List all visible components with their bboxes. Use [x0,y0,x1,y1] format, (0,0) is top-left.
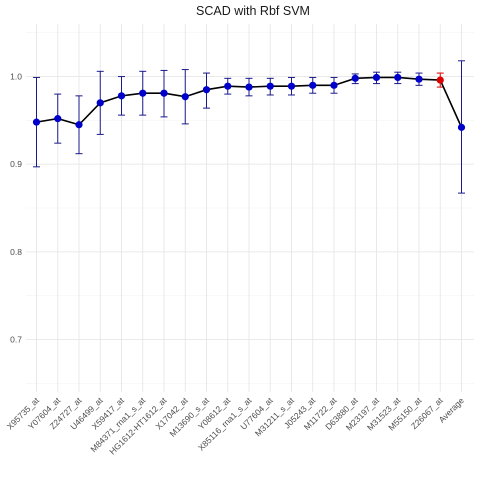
data-point [224,82,232,90]
data-point [372,73,381,82]
data-point [415,75,423,83]
data-point [96,99,104,107]
data-point [287,82,296,90]
y-tick-label: 0.9 [10,159,22,169]
data-point [330,81,338,89]
data-point [54,115,62,123]
data-point [139,89,147,97]
data-point [181,93,189,101]
y-tick-label: 0.7 [10,334,22,344]
data-point [160,89,168,97]
data-point [309,81,317,89]
data-point [75,121,83,129]
data-point [202,86,211,94]
y-tick-label: 0.8 [10,247,22,257]
chart-title: SCAD with Rbf SVM [196,4,310,18]
data-point [32,118,41,126]
data-points [32,73,466,131]
y-tick-label: 1.0 [10,72,22,82]
data-point [117,92,126,100]
data-point [394,73,402,82]
data-point [245,83,253,91]
data-point [266,82,274,90]
grid [26,24,474,392]
data-point [457,123,466,131]
y-axis: 0.7 0.8 0.9 1.0 [10,72,22,345]
data-point [351,74,359,82]
data-point-highlight [436,76,444,84]
x-axis: X95735_atY07604_atZ24727_atU46499_atX594… [5,395,466,457]
